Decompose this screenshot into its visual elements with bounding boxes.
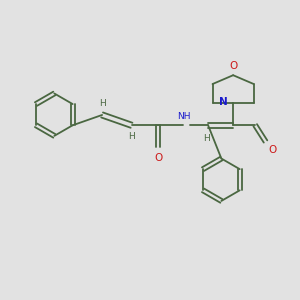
Text: H: H bbox=[203, 134, 210, 142]
Text: H: H bbox=[99, 100, 106, 109]
Text: O: O bbox=[154, 153, 162, 163]
Text: O: O bbox=[268, 145, 276, 155]
Text: NH: NH bbox=[177, 112, 190, 121]
Text: H: H bbox=[128, 132, 135, 141]
Text: O: O bbox=[229, 61, 237, 71]
Text: N: N bbox=[219, 97, 228, 107]
